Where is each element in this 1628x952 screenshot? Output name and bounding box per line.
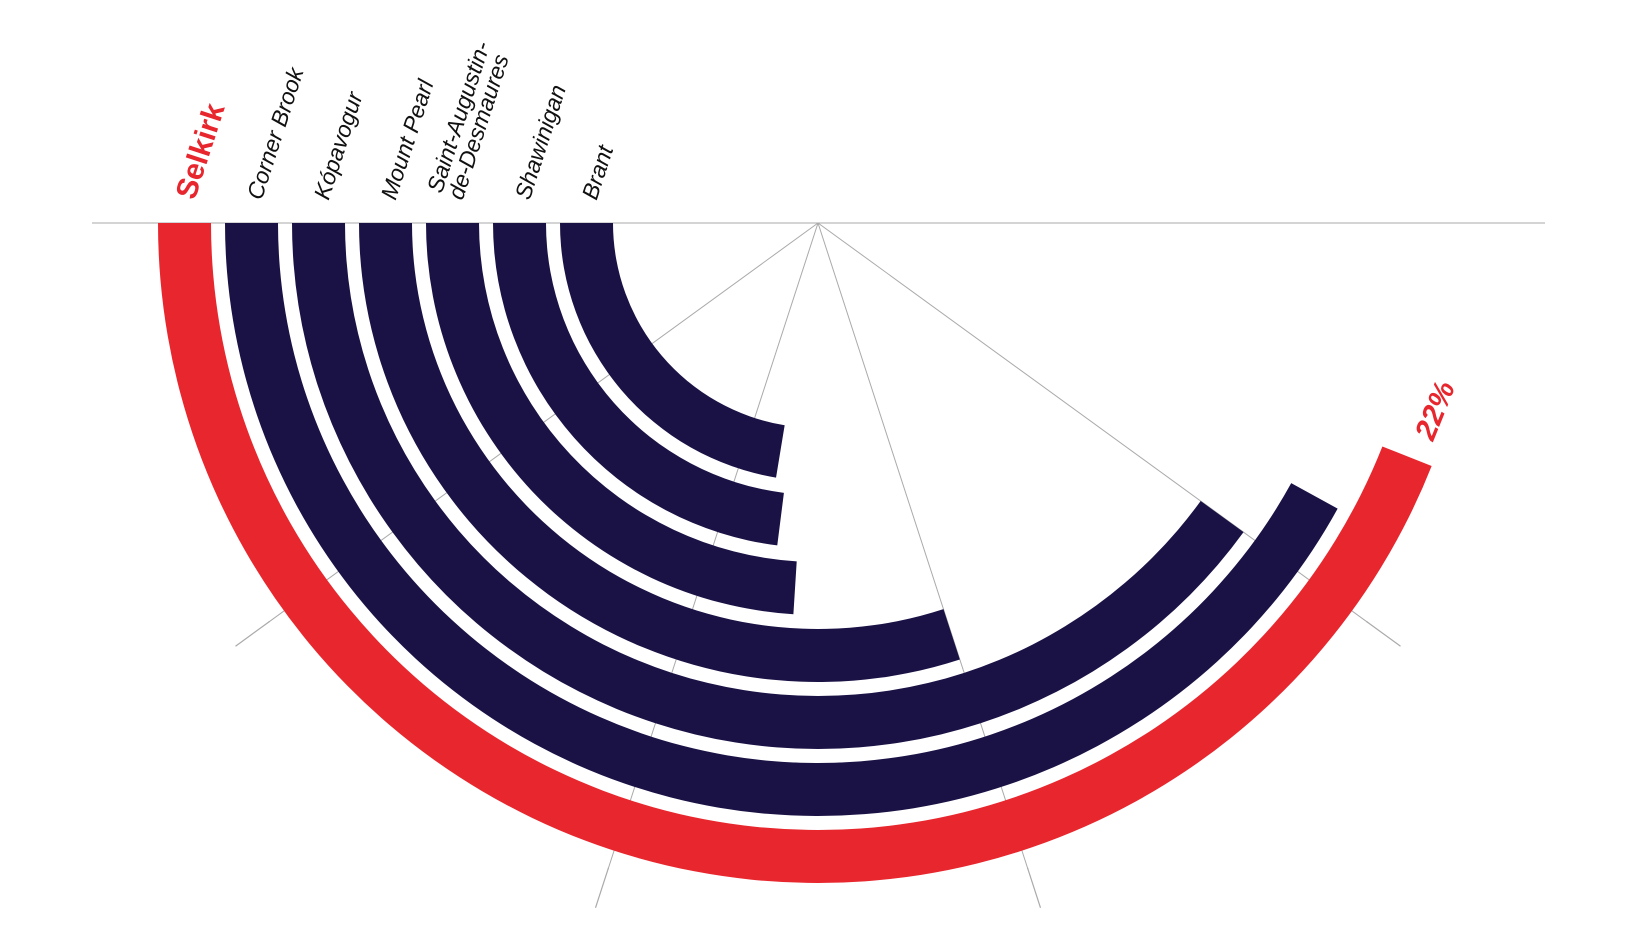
bar-corner-brook (225, 223, 1338, 817)
tick-mark (1026, 867, 1042, 908)
bar-brant (560, 223, 785, 478)
category-label-group: Kópavogur (309, 87, 369, 202)
bar-k-pavogur (292, 223, 1244, 749)
value-label-group: 22% (1409, 377, 1462, 446)
category-label: Selkirk (170, 99, 232, 203)
tick-mark (594, 867, 610, 908)
highlight-value-label: 22% (1409, 377, 1462, 446)
tick-mark (1366, 621, 1401, 647)
category-label: Brant (577, 141, 619, 203)
category-label: Corner Brook (242, 63, 309, 203)
category-label-group: Brant (577, 141, 619, 203)
category-label-group: Shawinigan (510, 81, 571, 202)
bar-mount-pearl (359, 223, 960, 682)
bar-shawinigan (493, 223, 784, 546)
category-label-group: Corner Brook (242, 63, 309, 203)
tick-mark (235, 621, 270, 647)
category-label-group: Selkirk (170, 99, 232, 203)
category-label-group: Saint-Augustin-de-Desmaures (422, 38, 514, 203)
category-label: Shawinigan (510, 81, 571, 202)
category-label: Kópavogur (309, 87, 369, 202)
bar-saint-augustin-de-desmaures (426, 223, 797, 615)
